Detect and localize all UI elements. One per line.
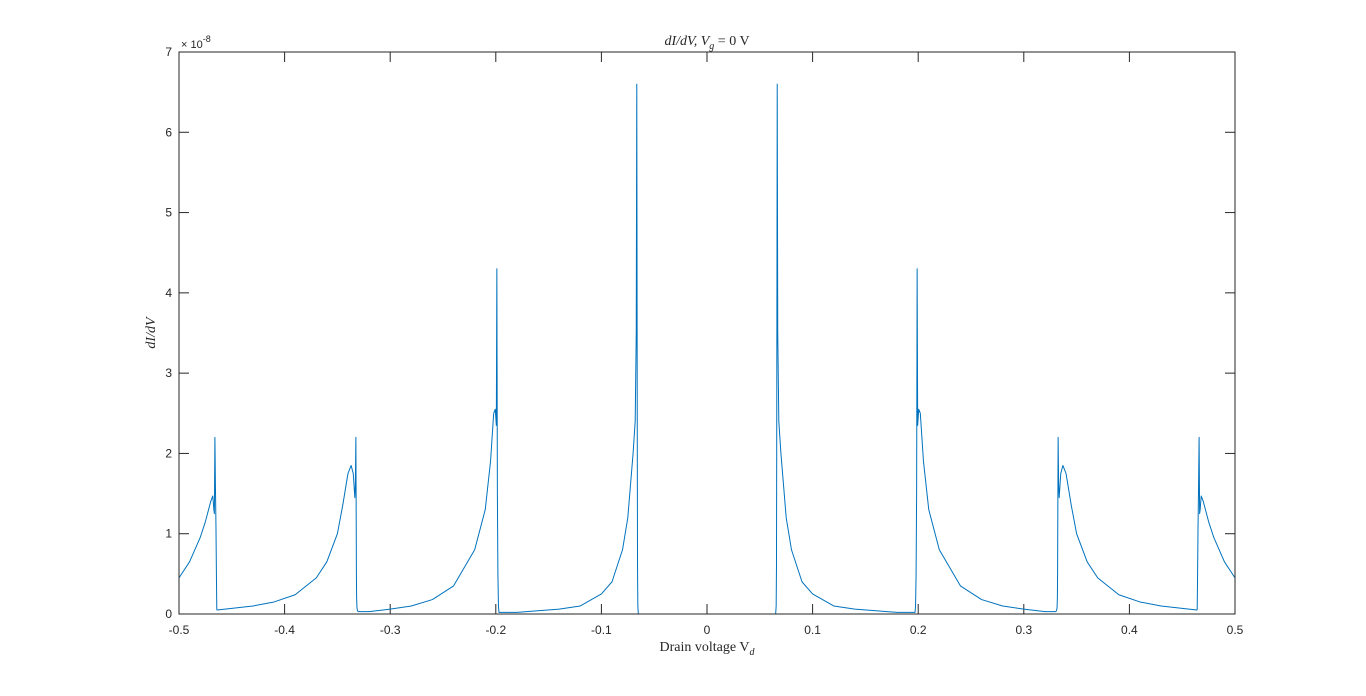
axes-box <box>178 51 1236 615</box>
chart-title: dI/dV, Vg = 0 V <box>664 34 749 52</box>
x-ticks: -0.5 -0.4 -0.3 -0.2 -0.1 0 0.1 0.2 0.3 0.4 0.5 <box>169 52 1244 637</box>
x-tick-label: 0.4 <box>1121 623 1138 637</box>
x-axis-label: Drain voltage Vd <box>660 640 756 658</box>
y-axis-label: dI/dV <box>144 316 159 349</box>
x-tick-label: -0.4 <box>274 623 295 637</box>
x-tick-label: -0.5 <box>169 623 190 637</box>
y-exponent-label: × 10-8 <box>181 34 211 51</box>
y-ticks: 0 1 2 3 4 5 6 7 <box>165 45 1235 621</box>
y-tick-label: 7 <box>165 45 172 59</box>
y-tick-label: 3 <box>165 366 172 380</box>
y-tick-label: 4 <box>165 286 172 300</box>
x-tick-label: 0.1 <box>804 623 821 637</box>
y-tick-label: 0 <box>165 607 172 621</box>
x-tick-label: -0.2 <box>485 623 506 637</box>
y-tick-label: 6 <box>165 125 172 139</box>
x-tick-label: 0.3 <box>1015 623 1032 637</box>
x-tick-label: 0 <box>704 623 711 637</box>
y-tick-label: 5 <box>165 206 172 220</box>
x-tick-label: 0.2 <box>910 623 927 637</box>
x-tick-label: -0.1 <box>591 623 612 637</box>
y-tick-label: 2 <box>165 446 172 460</box>
plot-area <box>179 52 1235 614</box>
x-tick-label: 0.5 <box>1227 623 1244 637</box>
x-tick-label: -0.3 <box>380 623 401 637</box>
y-tick-label: 1 <box>165 527 172 541</box>
